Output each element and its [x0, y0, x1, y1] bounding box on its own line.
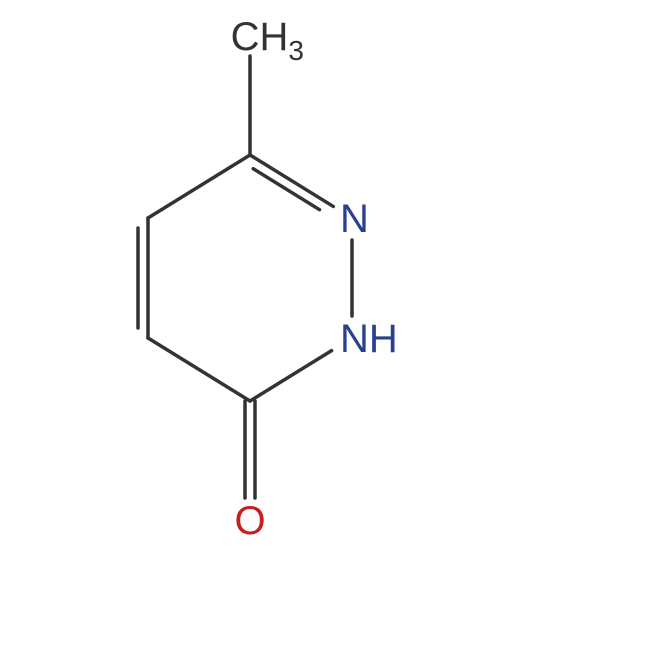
bond-line [250, 351, 332, 401]
bonds-group [138, 56, 352, 498]
bond-line [148, 338, 250, 401]
atom-label-N2: N [340, 197, 369, 241]
bond-line [253, 169, 319, 210]
bond-line [148, 155, 250, 218]
molecule-canvas: CH3 N NH O [0, 0, 650, 650]
atom-label-O: O [234, 499, 265, 543]
atom-label-N3: NH [340, 317, 398, 361]
atom-label-CH3: CH3 [231, 15, 304, 66]
bond-line [250, 155, 333, 206]
